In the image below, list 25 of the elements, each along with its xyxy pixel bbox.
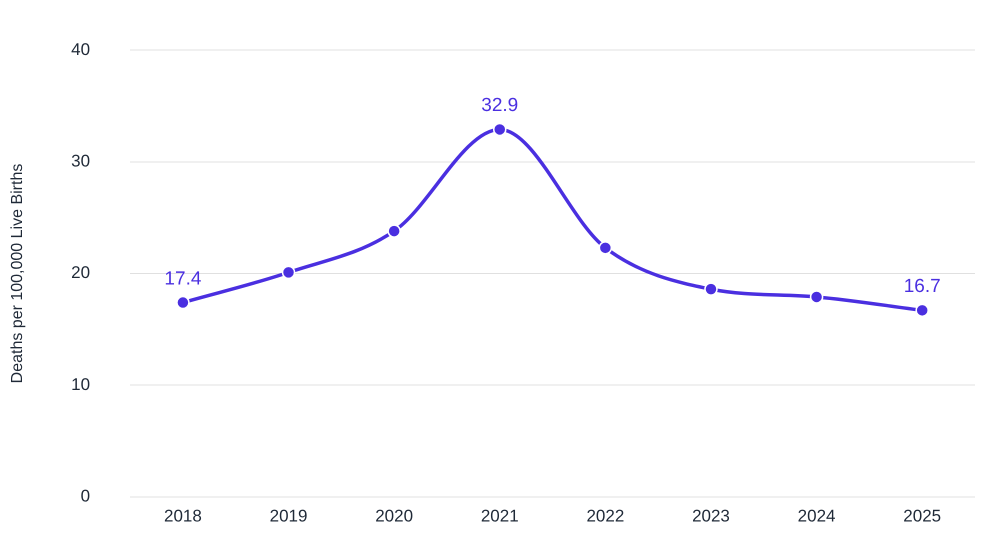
point	[598, 241, 612, 255]
point	[704, 282, 718, 296]
point	[176, 296, 190, 310]
x-tick-label: 2025	[903, 506, 942, 526]
x-tick-label: 2021	[480, 506, 519, 526]
y-tick-label: 20	[71, 263, 90, 282]
y-tick-label: 30	[71, 152, 90, 171]
point	[810, 290, 824, 304]
point	[282, 266, 296, 280]
x-tick-label: 2019	[270, 506, 308, 526]
x-tick-label: 2024	[798, 506, 836, 526]
x-tick-label: 2023	[692, 506, 730, 526]
y-tick-label: 10	[71, 374, 90, 394]
x-tick-label: 2020	[375, 506, 414, 526]
point	[387, 224, 401, 238]
point	[915, 304, 929, 318]
y-tick-label: 0	[80, 486, 90, 506]
data-label: 32.9	[481, 95, 518, 116]
y-tick-label: 40	[71, 40, 90, 59]
x-tick-label: 2018	[164, 506, 202, 526]
data-label: 16.7	[904, 276, 941, 298]
point	[493, 122, 506, 136]
data-label: 17.4	[164, 268, 202, 290]
x-tick-label: 2022	[586, 506, 624, 526]
y-axis-title: Deaths per 100,000 Live Births	[9, 164, 26, 384]
